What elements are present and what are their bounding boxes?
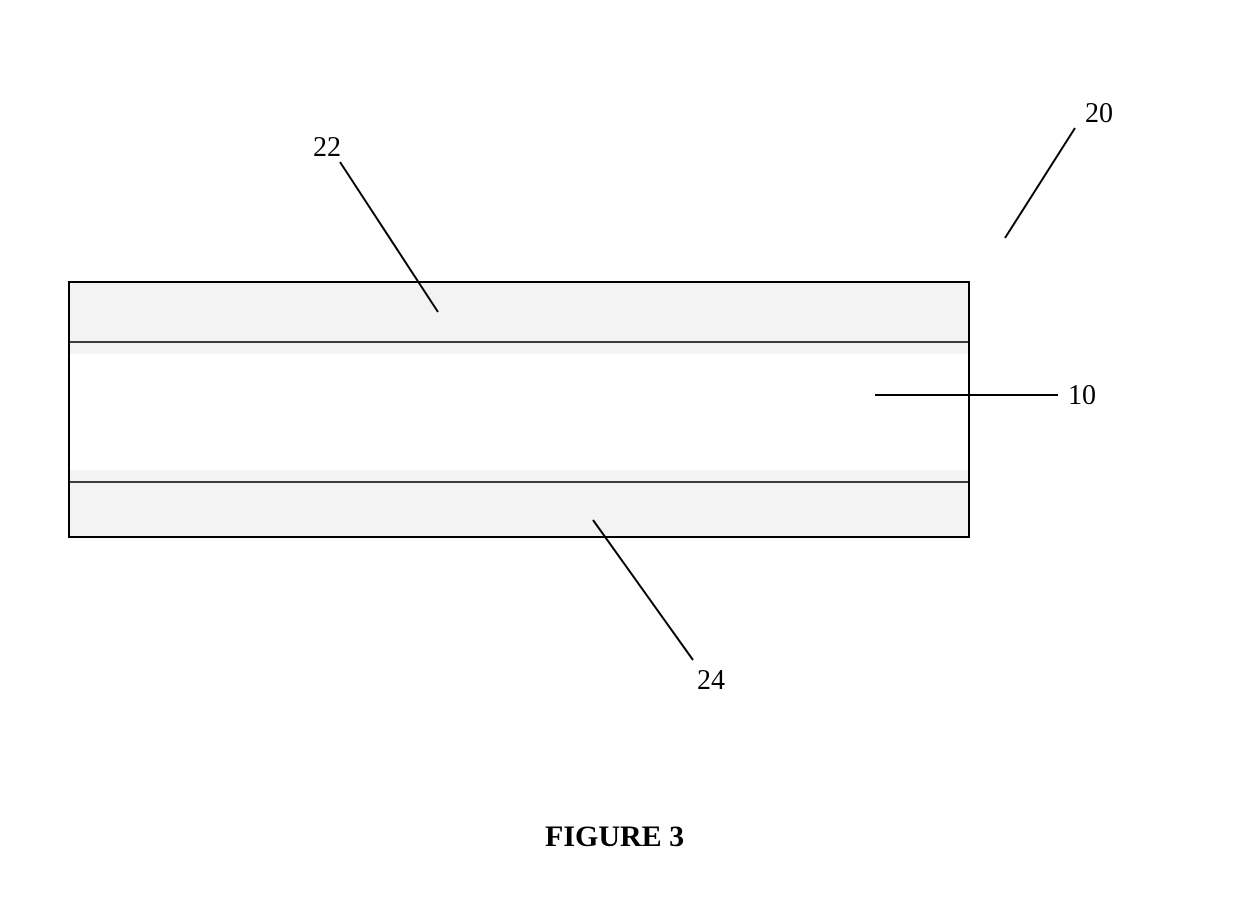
label-22: 22 <box>313 132 341 164</box>
middle-layer <box>69 354 969 470</box>
middle-top-band <box>69 342 969 354</box>
diagram-svg <box>0 0 1240 917</box>
label-20: 20 <box>1085 98 1113 130</box>
leader-24 <box>593 520 693 660</box>
top-layer <box>69 282 969 342</box>
label-10: 10 <box>1068 380 1096 412</box>
diagram-container: 22 20 10 24 FIGURE 3 <box>0 0 1240 917</box>
bottom-layer <box>69 482 969 537</box>
label-24: 24 <box>697 665 725 697</box>
middle-bottom-band <box>69 470 969 482</box>
figure-caption: FIGURE 3 <box>545 820 684 854</box>
leader-20 <box>1005 128 1075 238</box>
